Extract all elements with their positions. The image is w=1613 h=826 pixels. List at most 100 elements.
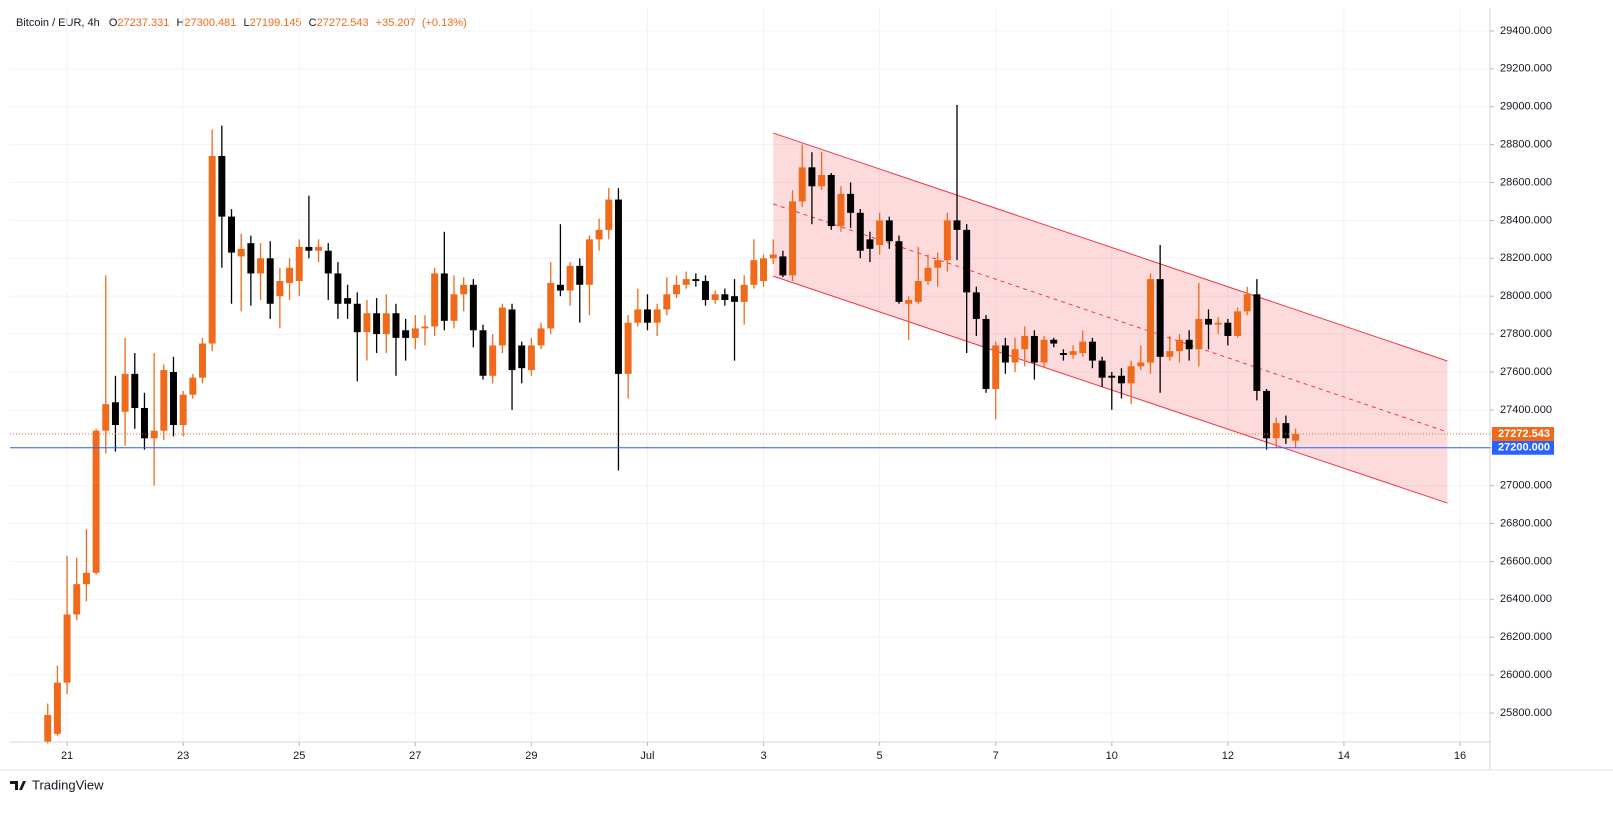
y-tick-label: 29000.000 (1500, 101, 1552, 113)
candle-body (111, 402, 119, 426)
candle-body (943, 220, 951, 261)
x-tick-label: 10 (1106, 750, 1118, 762)
candle-body (779, 256, 787, 276)
candle-body (750, 260, 758, 285)
y-tick-label: 29400.000 (1500, 25, 1552, 37)
candle-body (547, 282, 555, 329)
candle-body (953, 220, 961, 230)
candle-body (1127, 366, 1135, 384)
candle-body (1108, 375, 1116, 378)
candle-body (702, 281, 709, 300)
candle-body (827, 174, 835, 227)
candle-body (53, 682, 61, 734)
candle-body (469, 284, 477, 331)
candle-body (614, 199, 622, 374)
header: Bitcoin / EUR, 4h O27237.331 H27300.481 … (16, 17, 467, 29)
logo-icon (10, 781, 26, 790)
candle-body (73, 584, 81, 615)
candle-body (295, 246, 303, 282)
price-label-box (1492, 427, 1554, 442)
candle-body (324, 250, 332, 274)
candle-body (479, 330, 487, 376)
change-pct: (+0.13%) (422, 17, 467, 29)
candle-body (682, 279, 690, 285)
candle-body (121, 373, 129, 412)
channel-upper (773, 132, 1448, 362)
candle-body (1263, 390, 1271, 439)
y-tick-label: 28400.000 (1500, 214, 1552, 226)
x-tick-label: 14 (1338, 750, 1350, 762)
candle-body (228, 216, 235, 253)
candle-body (218, 155, 226, 217)
candle-body (1185, 339, 1193, 350)
candle-body (1117, 375, 1125, 384)
candle-body (305, 246, 313, 251)
x-tick-label: 21 (61, 750, 73, 762)
candle-body (1166, 351, 1174, 357)
candle-body (179, 394, 187, 426)
candle-body (247, 243, 255, 274)
candle-body (440, 273, 448, 321)
candle-body (866, 239, 874, 249)
candle-body (740, 284, 748, 302)
channel-lower (773, 275, 1448, 504)
y-tick-label: 28600.000 (1500, 176, 1552, 188)
candle-body (518, 345, 526, 369)
x-tick-label: Jul (640, 750, 654, 762)
label-h: H (176, 17, 184, 29)
candle-body (1253, 294, 1261, 391)
y-tick-label: 26800.000 (1500, 517, 1552, 529)
candle-body (1214, 322, 1222, 325)
label-c: C (309, 17, 317, 29)
candle-body (1272, 423, 1280, 439)
x-tick-label: 12 (1222, 750, 1234, 762)
candle-body (876, 220, 884, 246)
candle-body (1176, 339, 1183, 352)
candle-body (769, 254, 777, 259)
candle-body (663, 294, 671, 310)
candle-body (914, 281, 922, 302)
symbol: Bitcoin / EUR, 4h (16, 17, 100, 29)
candle-body (1137, 362, 1145, 367)
y-tick-label: 27400.000 (1500, 404, 1552, 416)
candle-body (905, 299, 913, 304)
price-label: 27272.543 (1498, 428, 1550, 440)
candle-body (63, 614, 71, 683)
candle-body (711, 294, 719, 300)
candle-body (847, 193, 855, 213)
candle-body (556, 284, 564, 291)
candle-body (44, 714, 52, 742)
candle-body (208, 155, 216, 344)
x-tick-label: 7 (993, 750, 999, 762)
candle-body (1224, 322, 1232, 336)
candle-body (673, 284, 680, 295)
candle-body (885, 220, 893, 242)
candle-body (972, 292, 980, 319)
y-tick-label: 28000.000 (1500, 290, 1552, 302)
x-tick-label: 3 (760, 750, 766, 762)
candle-body (527, 345, 535, 371)
candle-body (1234, 311, 1242, 336)
candle-body (634, 309, 642, 323)
candle-body (382, 313, 390, 335)
candle-body (286, 267, 294, 283)
brand-text: TradingView (32, 777, 104, 792)
y-tick-label: 27800.000 (1500, 328, 1552, 340)
candle-body (82, 572, 90, 585)
candle-body (605, 199, 613, 230)
candle-body (421, 326, 429, 329)
close-value: 27272.543 (317, 17, 369, 29)
brand-logo: TradingView (10, 777, 104, 792)
candle-body (373, 313, 381, 335)
candle-body (363, 313, 371, 333)
x-tick-label: 23 (177, 750, 189, 762)
candle-body (1079, 341, 1087, 354)
label-o: O (109, 17, 118, 29)
candle-body (450, 294, 458, 321)
x-tick-label: 27 (409, 750, 421, 762)
candle-body (431, 273, 439, 327)
candle-body (537, 328, 545, 346)
candle-body (624, 322, 632, 374)
channel-middle (773, 203, 1448, 433)
